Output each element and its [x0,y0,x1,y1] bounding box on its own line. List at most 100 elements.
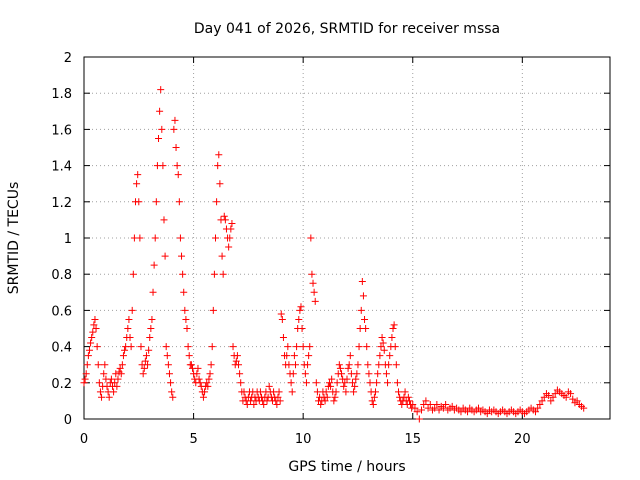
data-point [219,270,227,278]
data-point [199,393,207,401]
data-point [144,361,152,369]
data-point [152,198,160,206]
data-point [442,401,450,409]
data-point [141,357,149,365]
data-point [84,352,92,360]
data-point [194,364,202,372]
data-point [116,364,124,372]
data-point [171,116,179,124]
data-point [83,361,91,369]
data-point [90,321,98,329]
y-tick-label: 0.2 [51,377,72,392]
data-point [344,364,352,372]
data-point [534,404,542,412]
data-point [291,361,299,369]
x-tick-label: 5 [189,432,197,447]
data-point [113,382,121,390]
x-tick-label: 15 [404,432,421,447]
data-point [411,404,419,412]
data-point [312,379,320,387]
data-point [158,125,166,133]
data-point [374,370,382,378]
data-point [531,408,539,416]
grid-lines [84,57,610,419]
data-point [305,352,313,360]
data-point [184,343,192,351]
data-point [203,379,211,387]
y-tick-label: 1.6 [51,123,72,138]
data-point [105,393,113,401]
data-point [274,393,282,401]
data-point [359,292,367,300]
data-point [306,343,314,351]
data-point [340,382,348,390]
data-point [483,410,491,418]
data-point [207,361,215,369]
data-point [369,401,377,409]
data-point [363,343,371,351]
data-point [431,404,439,412]
data-point [362,325,370,332]
data-point [279,334,287,342]
data-point [147,325,155,332]
data-point [134,171,142,179]
data-point [540,393,548,401]
data-point [277,310,285,318]
data-point [346,352,354,360]
data-point [275,388,283,396]
data-point [209,306,217,314]
data-point [273,401,281,409]
data-point [140,364,148,372]
data-point [181,306,189,314]
data-point [161,252,169,260]
data-point [87,339,95,347]
data-point [195,375,203,383]
data-point [536,401,544,409]
data-point [435,406,443,414]
data-point [235,361,243,369]
data-point [175,198,183,206]
data-point [391,343,399,351]
data-point [129,270,137,278]
data-point [220,212,228,220]
data-point [357,306,365,314]
data-point [128,306,136,314]
data-point [573,397,581,405]
data-point [569,395,577,403]
data-point [233,352,241,360]
data-point [205,375,213,383]
data-point [420,401,428,409]
data-point [284,343,292,351]
data-point [549,393,557,401]
data-point [136,234,144,242]
data-point [110,388,118,396]
data-point [227,225,235,233]
data-point [176,234,184,242]
data-point [328,375,336,383]
data-point [310,288,318,296]
data-point [382,370,390,378]
data-point [210,270,218,278]
data-point [390,321,398,329]
data-point [422,397,430,405]
data-point [229,343,237,351]
data-point [212,234,219,242]
data-point [214,162,222,170]
data-point [98,393,106,401]
y-tick-label: 0.8 [51,268,72,283]
data-point [311,297,319,305]
data-point [127,343,135,351]
data-point [330,397,338,405]
data-point [146,334,154,342]
data-point [169,393,177,401]
data-point [107,375,115,383]
x-tick-label: 0 [80,432,88,447]
data-point [350,388,358,396]
data-point [293,343,301,351]
x-axis-label: GPS time / hours [288,459,405,475]
data-point [133,180,141,188]
data-point [388,334,396,342]
data-point [101,361,109,369]
y-tick-label: 1.8 [51,87,72,102]
